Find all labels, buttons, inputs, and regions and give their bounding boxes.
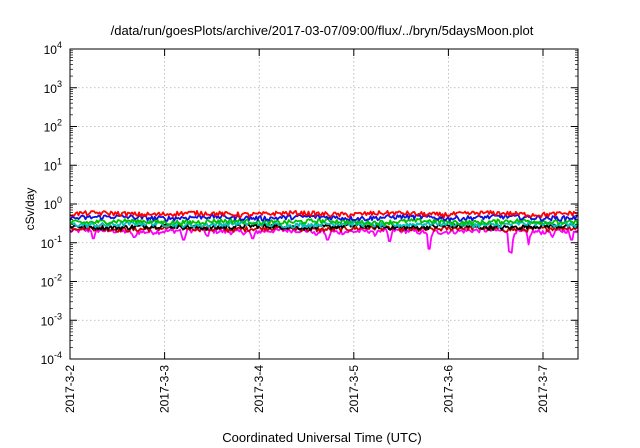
y-tick-label: 100	[44, 195, 62, 212]
x-tick-label: 2017-3-2	[63, 365, 77, 413]
series-line	[69, 217, 579, 227]
y-tick-label: 10-2	[41, 273, 62, 290]
grid-lines	[70, 49, 578, 359]
x-tick-label: 2017-3-5	[347, 365, 361, 413]
x-tick-label: 2017-3-4	[252, 365, 266, 413]
y-axis: 10-4 10-3 10-2 10-1 100 101 102 103 104	[41, 40, 578, 367]
y-tick-label: 10-4	[41, 350, 62, 367]
y-tick-label: 101	[44, 156, 62, 173]
y-axis-label: cSv/day	[23, 188, 37, 231]
series-layer	[69, 209, 579, 254]
y-tick-label: 103	[44, 79, 62, 96]
y-tick-label: 10-3	[41, 311, 62, 328]
x-tick-label: 2017-3-6	[441, 365, 455, 413]
y-tick-label: 102	[44, 118, 62, 135]
x-axis-label: Coordinated Universal Time (UTC)	[222, 430, 421, 445]
x-tick-label: 2017-3-3	[158, 365, 172, 413]
chart-title: /data/run/goesPlots/archive/2017-03-07/0…	[111, 23, 534, 38]
series-line	[69, 213, 579, 222]
x-tick-label: 2017-3-7	[536, 365, 550, 413]
x-axis: 2017-3-2 2017-3-3 2017-3-4 2017-3-5 2017-3-6…	[63, 49, 550, 413]
series-line	[69, 209, 579, 219]
y-tick-label: 104	[44, 40, 62, 57]
y-tick-label: 10-1	[41, 234, 62, 251]
